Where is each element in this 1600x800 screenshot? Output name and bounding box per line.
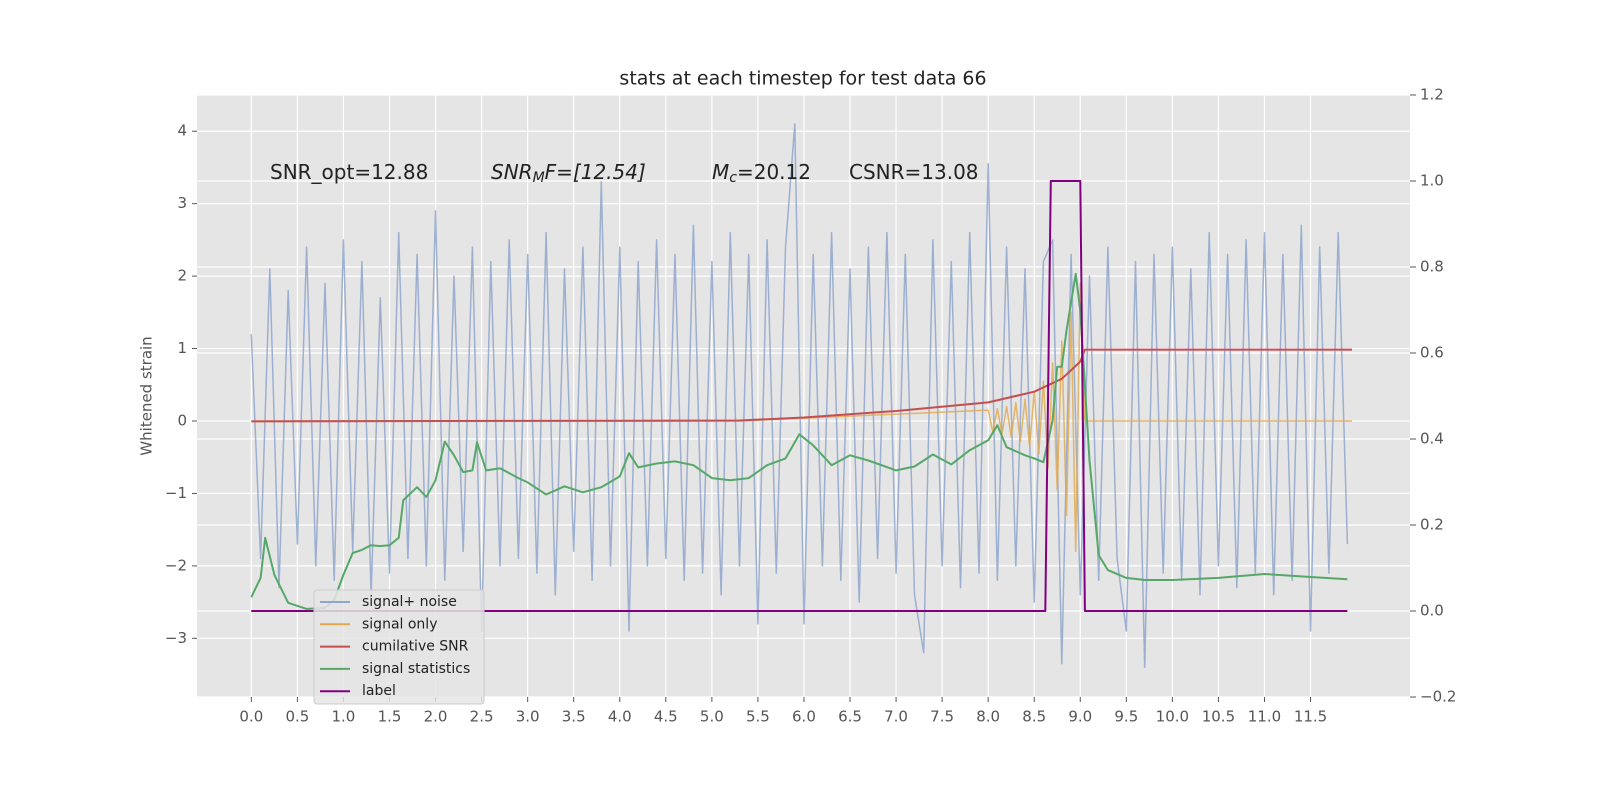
x-tick-label: 4.5 bbox=[654, 708, 678, 726]
x-tick-label: 8.0 bbox=[976, 708, 1000, 726]
y-axis-label: Whitened strain bbox=[138, 336, 156, 455]
legend-label: signal only bbox=[362, 616, 437, 632]
annotation-part: c bbox=[729, 170, 737, 186]
annotation: CSNR=13.08 bbox=[849, 160, 979, 184]
x-tick-label: 0.5 bbox=[285, 708, 309, 726]
legend-label: cumilative SNR bbox=[362, 639, 469, 655]
annotation-part: SNR_opt=12.88 bbox=[270, 160, 428, 184]
annotation-part: M bbox=[712, 160, 729, 184]
y-tick-label: 4 bbox=[177, 122, 187, 140]
y2-tick-label: 0.8 bbox=[1420, 258, 1444, 276]
x-tick-label: 10.0 bbox=[1156, 708, 1189, 726]
legend-box bbox=[313, 589, 485, 705]
legend-label: signal statistics bbox=[362, 661, 470, 677]
x-tick-label: 6.0 bbox=[792, 708, 816, 726]
y-tick-label: 3 bbox=[177, 194, 187, 212]
legend-label: label bbox=[362, 683, 396, 699]
x-tick-label: 4.0 bbox=[608, 708, 632, 726]
annotation-part: F=[12.54] bbox=[545, 160, 646, 184]
x-tick-label: 11.0 bbox=[1248, 708, 1281, 726]
y2-tick-label: 0.2 bbox=[1420, 516, 1444, 534]
x-tick-label: 2.5 bbox=[470, 708, 494, 726]
x-tick-label: 7.5 bbox=[930, 708, 954, 726]
y2-tick-label: 0.6 bbox=[1420, 344, 1444, 362]
x-tick-label: 1.5 bbox=[378, 708, 402, 726]
chart-title: stats at each timestep for test data 66 bbox=[619, 68, 986, 90]
x-tick-label: 6.5 bbox=[838, 708, 862, 726]
annotation: SNRMF=[12.54] bbox=[491, 160, 646, 187]
annotation-part: M bbox=[533, 170, 545, 186]
x-tick-label: 11.5 bbox=[1294, 708, 1327, 726]
x-tick-label: 8.5 bbox=[1022, 708, 1046, 726]
annotation: Mc=20.12 bbox=[712, 160, 811, 187]
x-tick-label: 2.0 bbox=[424, 708, 448, 726]
series-line bbox=[250, 272, 1348, 610]
annotation-part: CSNR=13.08 bbox=[849, 160, 979, 184]
y-tick-label: 2 bbox=[177, 267, 187, 285]
annotation-part: =20.12 bbox=[737, 160, 811, 184]
x-tick-label: 3.5 bbox=[562, 708, 586, 726]
y2-tick-label: 0.4 bbox=[1420, 430, 1444, 448]
legend-label: signal+ noise bbox=[362, 594, 457, 610]
y2-tick-label: 0.0 bbox=[1420, 602, 1444, 620]
x-tick-label: 9.5 bbox=[1114, 708, 1138, 726]
series-line bbox=[251, 180, 1348, 612]
y2-tick-label: 1.0 bbox=[1420, 172, 1444, 190]
y2-tick-label: 1.2 bbox=[1420, 86, 1444, 104]
x-tick-label: 0.0 bbox=[239, 708, 263, 726]
y-tick-label: 1 bbox=[177, 339, 187, 357]
x-tick-label: 10.5 bbox=[1202, 708, 1235, 726]
y-tick-label: −3 bbox=[165, 629, 187, 647]
annotation-part: SNR bbox=[491, 160, 533, 184]
y-tick-label: −2 bbox=[165, 556, 187, 574]
y-tick-label: 0 bbox=[177, 411, 187, 429]
x-tick-label: 5.0 bbox=[700, 708, 724, 726]
x-tick-label: 3.0 bbox=[516, 708, 540, 726]
x-tick-label: 5.5 bbox=[746, 708, 770, 726]
x-tick-label: 7.0 bbox=[884, 708, 908, 726]
y-tick-label: −1 bbox=[165, 484, 187, 502]
annotation: SNR_opt=12.88 bbox=[270, 160, 428, 184]
series-line bbox=[250, 123, 1349, 669]
x-tick-label: 1.0 bbox=[332, 708, 356, 726]
y2-tick-label: −0.2 bbox=[1420, 688, 1456, 706]
x-tick-label: 9.0 bbox=[1068, 708, 1092, 726]
